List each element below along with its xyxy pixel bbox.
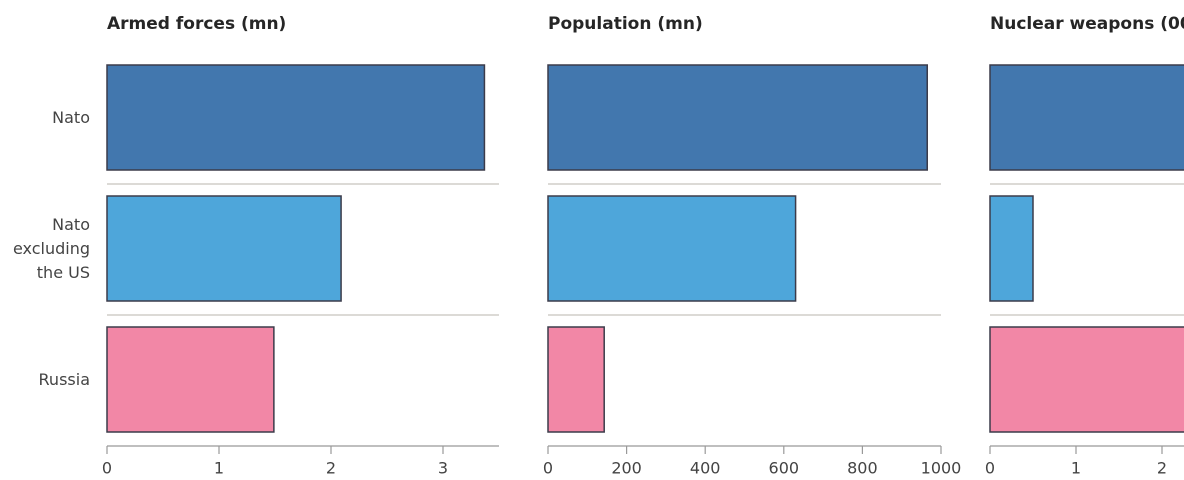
x-tick-label: 0 <box>102 459 112 478</box>
bar <box>547 326 605 433</box>
bar <box>989 326 1184 433</box>
bar <box>106 64 486 171</box>
x-tick-label: 3 <box>438 459 448 478</box>
bar <box>106 195 342 302</box>
x-tick-label: 2 <box>326 459 336 478</box>
x-tick-label: 1 <box>214 459 224 478</box>
x-tick-label: 600 <box>769 459 800 478</box>
panel-title: Armed forces (mn) <box>107 14 286 34</box>
bar <box>106 326 275 433</box>
category-label: Nato <box>52 107 90 127</box>
category-label: Nato excluding the US <box>12 214 90 282</box>
panel-title: Population (mn) <box>548 14 703 34</box>
x-tick-label: 200 <box>611 459 642 478</box>
x-tick-label: 400 <box>690 459 721 478</box>
panel-title: Nuclear weapons (000) <box>990 14 1184 34</box>
bar <box>547 195 797 302</box>
x-tick-label: 0 <box>985 459 995 478</box>
x-tick-label: 1 <box>1071 459 1081 478</box>
x-tick-label: 1000 <box>921 459 962 478</box>
bar <box>989 64 1184 171</box>
x-tick-label: 800 <box>847 459 878 478</box>
bar <box>547 64 928 171</box>
x-tick-label: 2 <box>1157 459 1167 478</box>
bar <box>989 195 1034 302</box>
category-label: Russia <box>38 369 90 389</box>
x-tick-label: 0 <box>543 459 553 478</box>
